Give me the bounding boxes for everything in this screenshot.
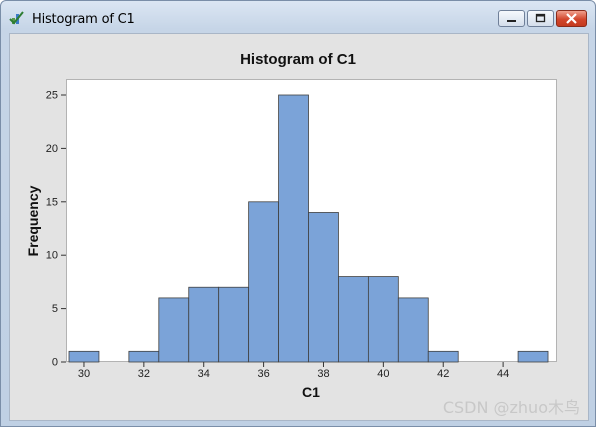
histogram-bar: [367, 276, 399, 363]
x-tick-label: 34: [198, 368, 210, 380]
histogram-bar: [397, 297, 429, 363]
window-title: Histogram of C1: [32, 12, 135, 27]
x-tick-label: 32: [138, 368, 150, 380]
histogram-bar: [128, 350, 160, 363]
histogram-bar: [517, 350, 549, 363]
x-axis-label: C1: [302, 384, 320, 400]
minimize-button[interactable]: [498, 10, 525, 27]
histogram-bar: [248, 201, 279, 363]
y-tick-label: 5: [52, 303, 58, 315]
histogram-bar: [338, 276, 369, 363]
y-tick-label: 10: [46, 250, 58, 262]
histogram-bar: [188, 286, 220, 363]
close-button[interactable]: [556, 10, 587, 27]
maximize-button[interactable]: [527, 10, 554, 27]
y-tick-label: 15: [46, 196, 58, 208]
close-icon: [566, 13, 577, 24]
histogram-bar: [278, 94, 309, 363]
x-tick-label: 44: [497, 368, 509, 380]
watermark: CSDN @zhuo木鸟: [442, 398, 580, 417]
x-tick-label: 40: [377, 368, 389, 380]
y-tick-label: 20: [46, 143, 58, 155]
y-tick-label: 0: [52, 357, 58, 369]
x-tick-label: 36: [257, 368, 269, 380]
maximize-icon: [535, 13, 546, 23]
histogram-bar: [427, 350, 459, 363]
histogram-bar: [218, 286, 250, 363]
x-tick-label: 42: [437, 368, 449, 380]
y-tick-label: 25: [46, 90, 58, 102]
chart-title: Histogram of C1: [240, 51, 356, 68]
x-tick-label: 38: [317, 368, 329, 380]
minitab-graph-icon: [9, 11, 24, 25]
histogram-bar: [308, 212, 339, 363]
x-tick-label: 30: [78, 368, 90, 380]
histogram-bar: [68, 350, 100, 363]
minimize-icon: [507, 20, 516, 22]
histogram-bar: [158, 297, 190, 363]
title-bar[interactable]: Histogram of C1: [1, 1, 595, 33]
